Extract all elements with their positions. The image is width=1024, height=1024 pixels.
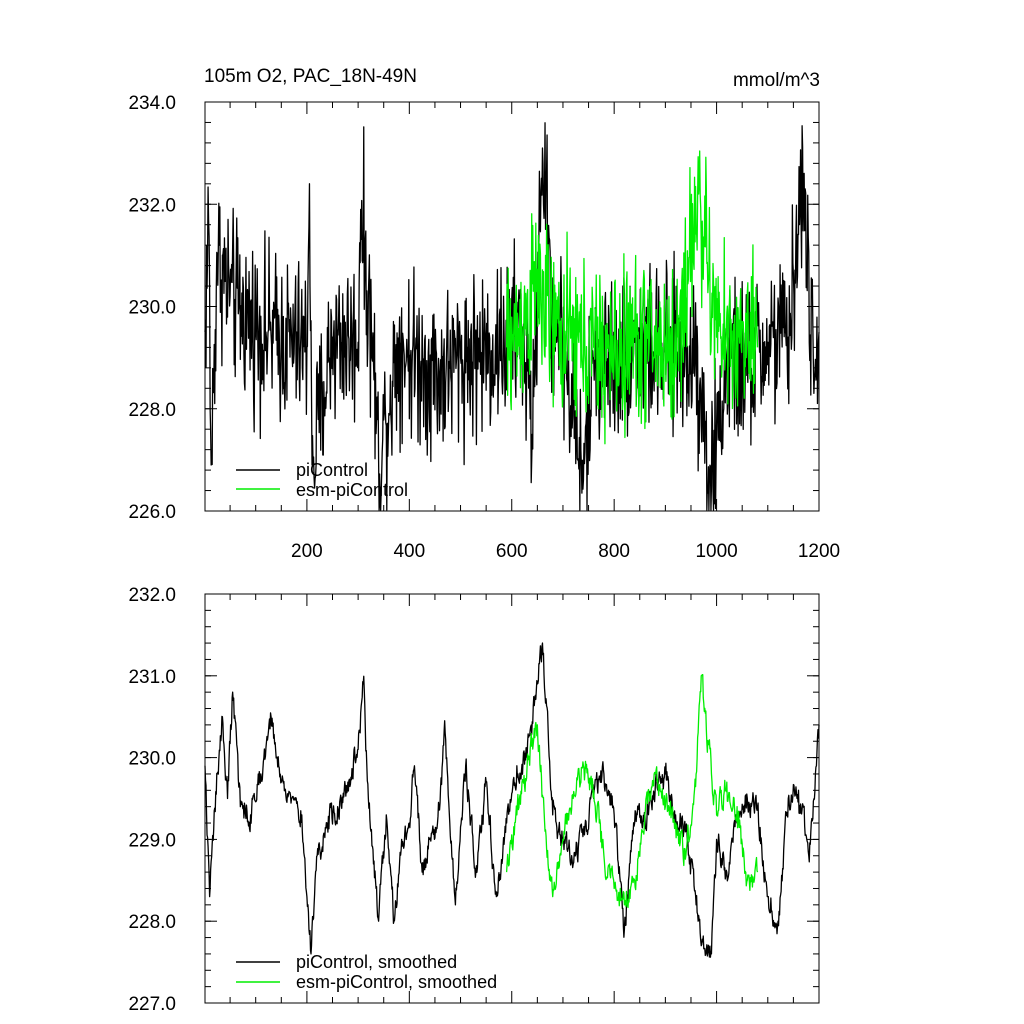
top-x-tick-label: 1200 [798, 541, 840, 562]
legend-label-picontrol: piControl [296, 460, 368, 480]
bottom-series-esm-picontrol-smoothed-line [505, 673, 759, 909]
legend-label-picontrol-smoothed: piControl, smoothed [296, 952, 457, 972]
top-y-tick-label: 228.0 [128, 400, 176, 421]
bottom-y-tick-label: 229.0 [128, 830, 176, 851]
top-series-picontrol-line [204, 122, 820, 511]
top-y-tick-label: 234.0 [128, 93, 176, 114]
top-y-tick-label: 226.0 [128, 502, 176, 523]
bottom-y-tick-label: 227.0 [128, 994, 176, 1015]
bottom-legend: piControl, smoothed esm-piControl, smoot… [236, 952, 497, 992]
top-x-tick-label: 600 [496, 541, 528, 562]
top-y-tick-label: 232.0 [128, 195, 176, 216]
top-y-tick-label: 230.0 [128, 298, 176, 319]
top-chart-title: 105m O2, PAC_18N-49N [204, 66, 417, 87]
top-x-tick-label: 200 [291, 541, 323, 562]
top-series-esm-picontrol-line [505, 150, 759, 445]
bottom-series-picontrol-smoothed-line [204, 642, 820, 958]
legend-label-esm-picontrol: esm-piControl [296, 480, 408, 500]
bottom-y-tick-label: 230.0 [128, 749, 176, 770]
top-x-tick-label: 1000 [695, 541, 737, 562]
top-legend: piControl esm-piControl [236, 460, 408, 500]
bottom-y-tick-label: 231.0 [128, 667, 176, 688]
top-x-tick-label: 800 [598, 541, 630, 562]
legend-label-esm-picontrol-smoothed: esm-piControl, smoothed [296, 972, 497, 992]
top-panel: 105m O2, PAC_18N-49N mmol/m^3 226.0 228.0… [128, 66, 840, 562]
top-x-tick-label: 400 [393, 541, 425, 562]
top-chart-units: mmol/m^3 [733, 70, 820, 91]
bottom-y-tick-label: 228.0 [128, 912, 176, 933]
bottom-panel: 227.0 228.0 229.0 230.0 231.0 232.0 piControl… [128, 585, 820, 1015]
bottom-y-tick-label: 232.0 [128, 585, 176, 606]
